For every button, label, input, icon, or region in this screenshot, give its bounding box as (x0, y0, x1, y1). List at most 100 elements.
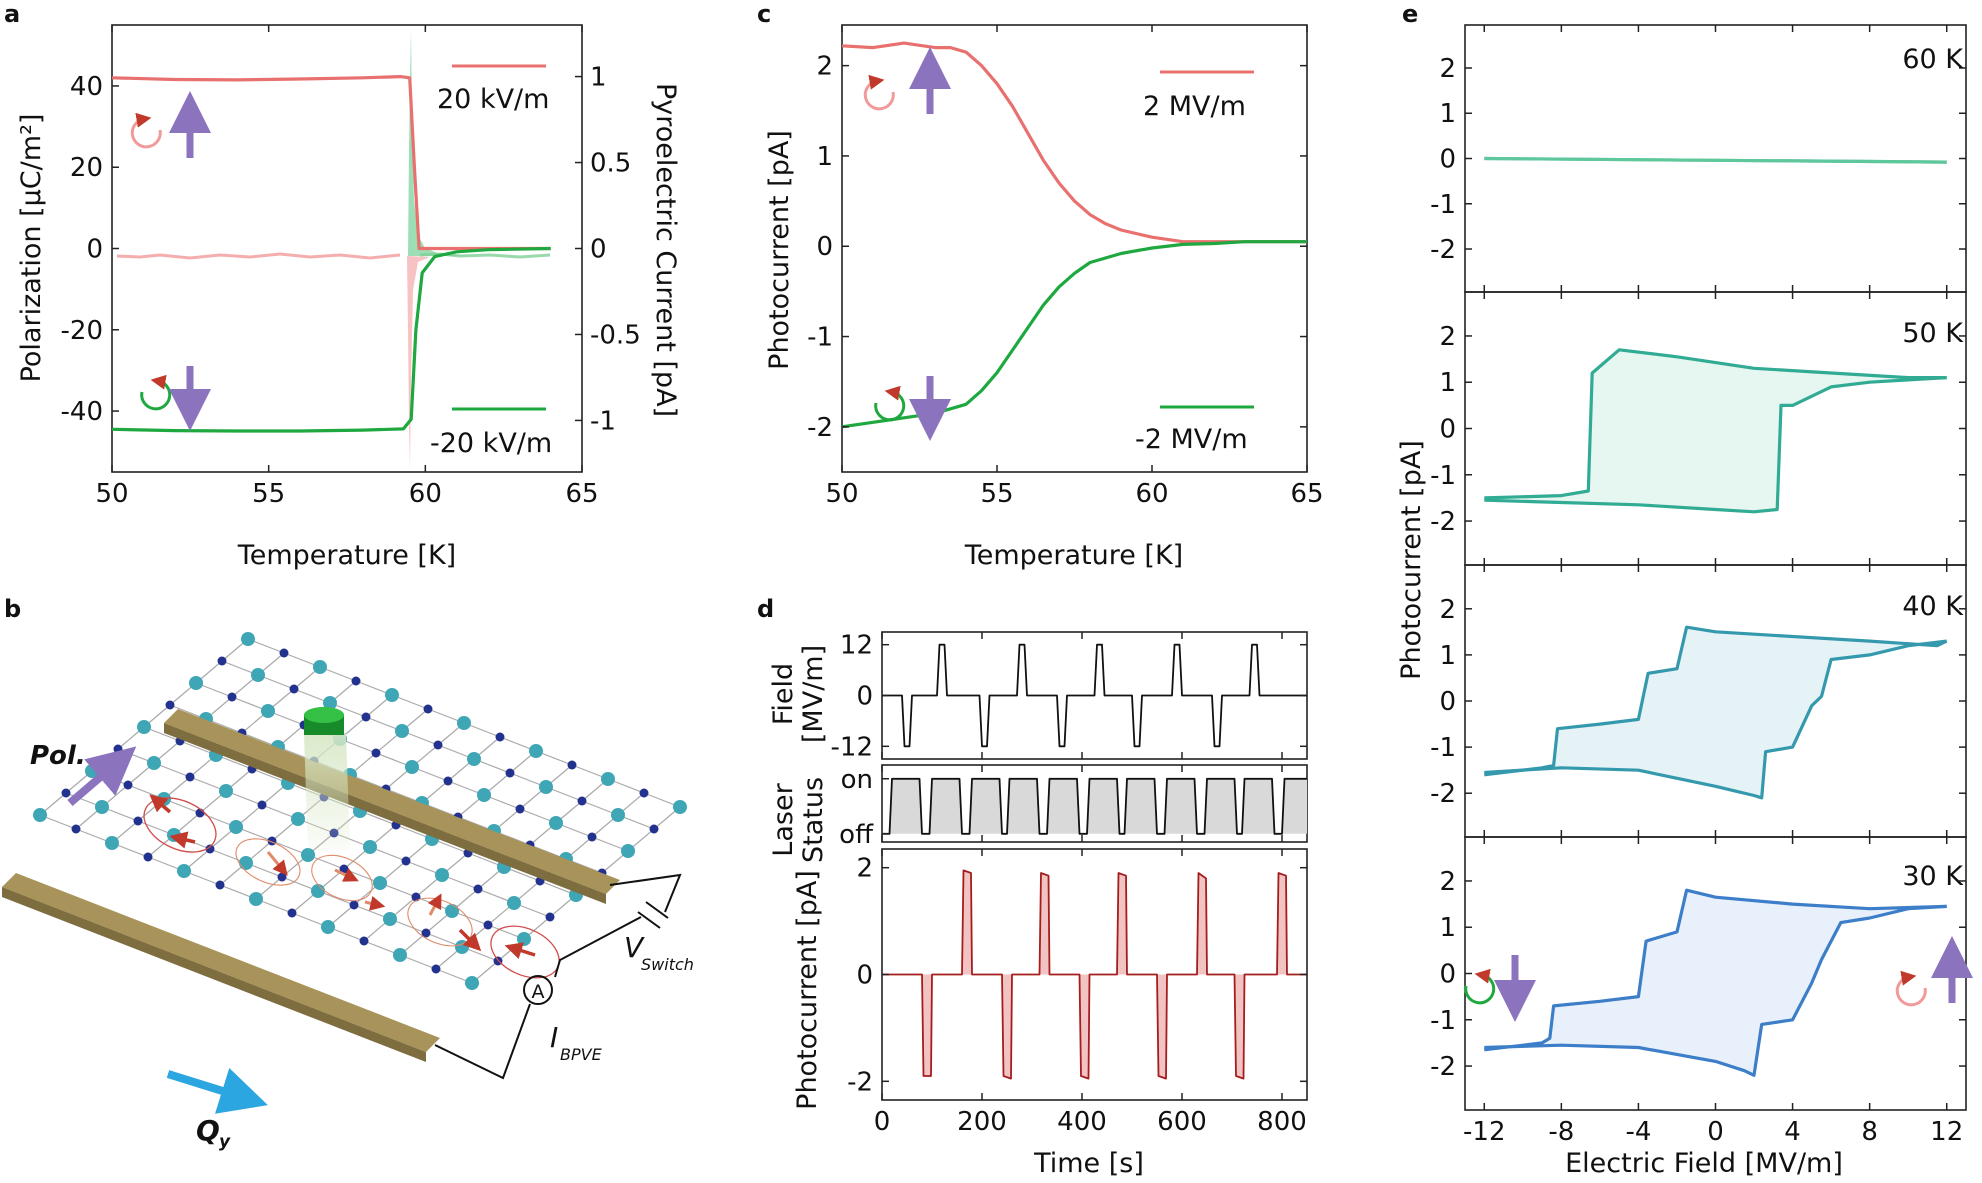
series-line-0 (111, 74, 551, 251)
x-tick-label: 65 (565, 479, 598, 509)
spin-arrow (427, 893, 442, 916)
lattice-atom (71, 824, 81, 834)
lattice-atom (395, 724, 409, 738)
spin-arrow (364, 896, 386, 911)
y-tick-label: -2 (1430, 235, 1456, 265)
x-tick-label: 60 (409, 479, 442, 509)
laser-ylabel-line1: Laser (768, 782, 799, 856)
lattice-atom (467, 752, 481, 766)
panel-c-frame (841, 24, 1308, 473)
panel-e-lines (1484, 156, 1948, 1077)
spin-ellipse (311, 854, 373, 902)
lattice-atom (215, 880, 225, 890)
spin-arrow (149, 794, 172, 814)
polarization-label: Pol. (30, 741, 86, 771)
lattice-atom (477, 788, 491, 802)
y-tick-label: 1 (1439, 368, 1456, 398)
branch-lower-2 (1484, 639, 1947, 800)
x-tick-label: 4 (1784, 1117, 1801, 1147)
lattice-atom (105, 836, 119, 850)
laser-on-fill (882, 778, 1307, 834)
lattice-atom (393, 948, 407, 962)
lattice-atom (483, 920, 493, 930)
electrode-bottom (2, 873, 440, 1052)
temp-label-40k: 40 K (1902, 591, 1964, 622)
electrode-top-side (164, 723, 606, 904)
y-tick-label: -1 (1430, 461, 1456, 491)
y-tick-label: on (841, 765, 873, 795)
lattice-atom (359, 936, 369, 946)
x-tick-label: 65 (1290, 479, 1323, 509)
y-tick-label: -1 (807, 323, 833, 353)
rotate-cw-icon-e (1895, 970, 1927, 1007)
circuit-wire (434, 1003, 531, 1080)
lattice-atom (349, 900, 359, 910)
y-tick-label-right: -0.5 (590, 320, 641, 350)
lattice-atom (205, 844, 215, 854)
branch-upper-3 (1484, 888, 1947, 1052)
lattice-atom (639, 788, 649, 798)
y-tick-label: 2 (1439, 322, 1456, 352)
current-label: I (550, 1021, 558, 1054)
lattice-atom (61, 788, 71, 798)
lattice-atom (529, 744, 543, 758)
panel-a-chart: 50 55 60 65 -40 -20 0 20 40 -1 -0.5 0 0.5 1 20 kV/m -… (16, 24, 681, 571)
x-tick-label: 50 (95, 479, 128, 509)
x-tick-label: 400 (1057, 1107, 1107, 1137)
subplot-line-1 (882, 777, 1307, 835)
rotate-ccw-icon (140, 374, 172, 411)
y-tick-label: -1 (1430, 190, 1456, 220)
lattice-atom (217, 656, 227, 666)
y-tick-label: -40 (61, 397, 103, 427)
temp-label-30k: 30 K (1902, 861, 1964, 892)
y-tick-label: -1 (1430, 1006, 1456, 1036)
lattice-atom (227, 692, 237, 702)
current-subscript: BPVE (560, 1045, 603, 1064)
lattice-atom (241, 632, 255, 646)
y-tick-label: 0 (1439, 960, 1456, 990)
branch-lower-1 (1484, 376, 1947, 514)
x-tick-label: 55 (252, 479, 285, 509)
x-tick-label: -12 (1463, 1117, 1505, 1147)
y-tick-label: 2 (1439, 595, 1456, 625)
legend-label-m2mvm: -2 MV/m (1135, 424, 1248, 455)
panel-a-legend: 20 kV/m -20 kV/m (430, 64, 552, 459)
y-tick-label: 1 (816, 142, 833, 172)
y-tick-label-right: 0 (590, 235, 607, 265)
photocurrent-ylabel-d: Photocurrent [pA] (792, 870, 823, 1110)
circuit (434, 873, 682, 1080)
y-tick-label: 0 (86, 235, 103, 265)
field-ylabel-line1: Field (768, 663, 799, 725)
lattice-atom (137, 720, 151, 734)
lattice-atom (321, 920, 335, 934)
pyro-current-fills (407, 30, 470, 470)
lattice-atom (287, 908, 297, 918)
panel-label-a: a (4, 0, 20, 28)
x-tick-label: 600 (1157, 1107, 1207, 1137)
lattice-atom (473, 884, 483, 894)
lattice-atom (405, 760, 419, 774)
lattice-atom (239, 856, 253, 870)
panel-c-legend: 2 MV/m -2 MV/m (1135, 70, 1254, 455)
voltage-label: V (624, 931, 645, 964)
voltage-subscript: Switch (641, 955, 694, 974)
panel-e-state-icons (1464, 936, 1973, 1022)
y-tick-label: -1 (1430, 733, 1456, 763)
lattice-atom (545, 912, 555, 922)
pyro-fill-green (408, 30, 470, 256)
panel-d-fills (882, 778, 1307, 1079)
panel-a-ylabel-right: Pyroelectric Current [pA] (650, 83, 681, 417)
lattice-atom (33, 808, 47, 822)
subplot-line-2 (882, 869, 1307, 1080)
y-tick-label: 2 (856, 854, 873, 884)
x-tick-label: 200 (957, 1107, 1007, 1137)
panel-e-ylabel: Photocurrent [pA] (1396, 440, 1427, 680)
y-tick-label: 1 (1439, 913, 1456, 943)
spin-arrow (169, 831, 196, 849)
hysteresis-fill-2 (1484, 627, 1947, 798)
q-vector-arrow (166, 1067, 268, 1114)
x-tick-label: 12 (1930, 1117, 1963, 1147)
polarization-arrow (67, 746, 137, 807)
